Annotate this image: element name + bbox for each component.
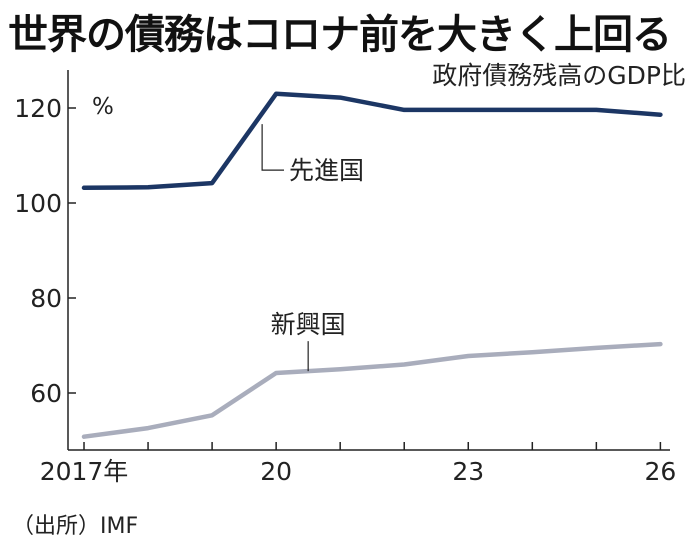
series-label-1: 先進国 xyxy=(289,156,364,185)
x-tick-label: 20 xyxy=(260,457,292,486)
y-tick-label: 100 xyxy=(14,189,62,218)
series-line-2 xyxy=(81,341,663,439)
chart-subtitle: 政府債務残高のGDP比 xyxy=(432,61,686,90)
x-tick-label: 2017年 xyxy=(40,457,129,486)
y-tick-label: 80 xyxy=(30,284,62,313)
y-tick-label: 120 xyxy=(14,94,62,123)
y-unit-label: % xyxy=(92,94,114,120)
series-layer xyxy=(81,91,663,439)
y-tick-label: 60 xyxy=(30,379,62,408)
axes: 60 80 100 120 % 2017年 20 23 26 xyxy=(14,70,676,486)
series-label-leader-1 xyxy=(261,124,284,171)
series-line-1 xyxy=(81,91,663,191)
source-note: （出所）IMF xyxy=(12,514,139,539)
chart-title: 世界の債務はコロナ前を大きく上回る xyxy=(8,12,672,58)
x-tick-label: 26 xyxy=(644,457,676,486)
x-tick-label: 23 xyxy=(452,457,484,486)
series-label-2: 新興国 xyxy=(271,310,346,339)
